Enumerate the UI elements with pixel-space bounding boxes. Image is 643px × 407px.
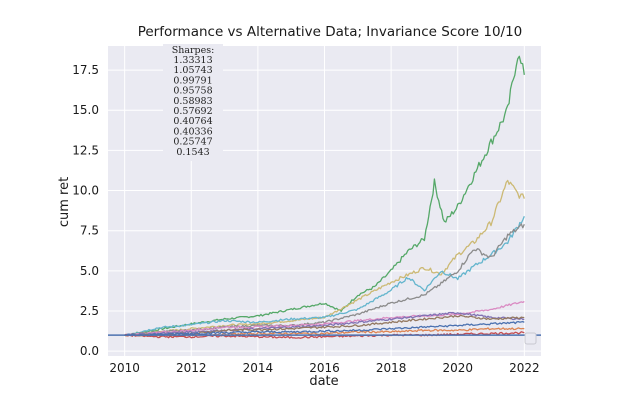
- sharpes-title: Sharpes:: [172, 45, 215, 56]
- series-lines: [124, 55, 525, 339]
- x-tick-labels: 2010 2012 2014 2016 2018 2020 2022: [109, 361, 539, 375]
- sharpe-value: 1.33313: [173, 55, 212, 66]
- sharpe-value: 0.99791: [173, 75, 212, 86]
- series-line: [124, 216, 525, 337]
- sharpe-value: 0.58983: [173, 96, 212, 107]
- sharpes-box: Sharpes: 1.333131.057430.997910.957580.5…: [163, 44, 223, 161]
- series-line: [124, 320, 525, 337]
- x-tick-label: 2010: [109, 361, 140, 375]
- series-line: [124, 311, 525, 337]
- x-axis-label: date: [309, 374, 338, 389]
- series-line: [124, 331, 525, 339]
- sharpe-value: 0.25747: [173, 137, 212, 148]
- sharpe-value: 0.1543: [176, 147, 209, 158]
- legend-box: [524, 332, 537, 345]
- series-line: [124, 300, 525, 336]
- chart-title: Performance vs Alternative Data; Invaria…: [138, 24, 523, 40]
- y-axis-label: cum ret: [57, 177, 72, 227]
- sharpe-value: 0.95758: [173, 86, 212, 97]
- x-tick-label: 2012: [176, 361, 207, 375]
- x-tick-label: 2018: [376, 361, 407, 375]
- y-tick-label: 10.0: [72, 184, 99, 198]
- y-tick-label: 12.5: [72, 143, 99, 157]
- y-tick-label: 2.5: [80, 304, 99, 318]
- sharpe-value: 0.57692: [173, 106, 212, 117]
- x-tick-label: 2014: [243, 361, 274, 375]
- series-line: [124, 55, 525, 336]
- sharpe-value: 0.40764: [173, 116, 212, 127]
- y-tick-label: 5.0: [80, 264, 99, 278]
- series-line: [124, 179, 525, 337]
- y-tick-labels: 0.0 2.5 5.0 7.5 10.0 12.5 15.0 17.5: [72, 63, 99, 358]
- y-tick-label: 17.5: [72, 63, 99, 77]
- x-tick-label: 2016: [309, 361, 340, 375]
- series-line: [124, 327, 525, 338]
- y-tick-label: 0.0: [80, 344, 99, 358]
- sharpe-value: 1.05743: [173, 65, 212, 76]
- sharpe-value: 0.40336: [173, 126, 212, 137]
- y-tick-label: 15.0: [72, 103, 99, 117]
- y-tick-label: 7.5: [80, 224, 99, 238]
- x-tick-label: 2022: [509, 361, 540, 375]
- x-tick-label: 2020: [442, 361, 473, 375]
